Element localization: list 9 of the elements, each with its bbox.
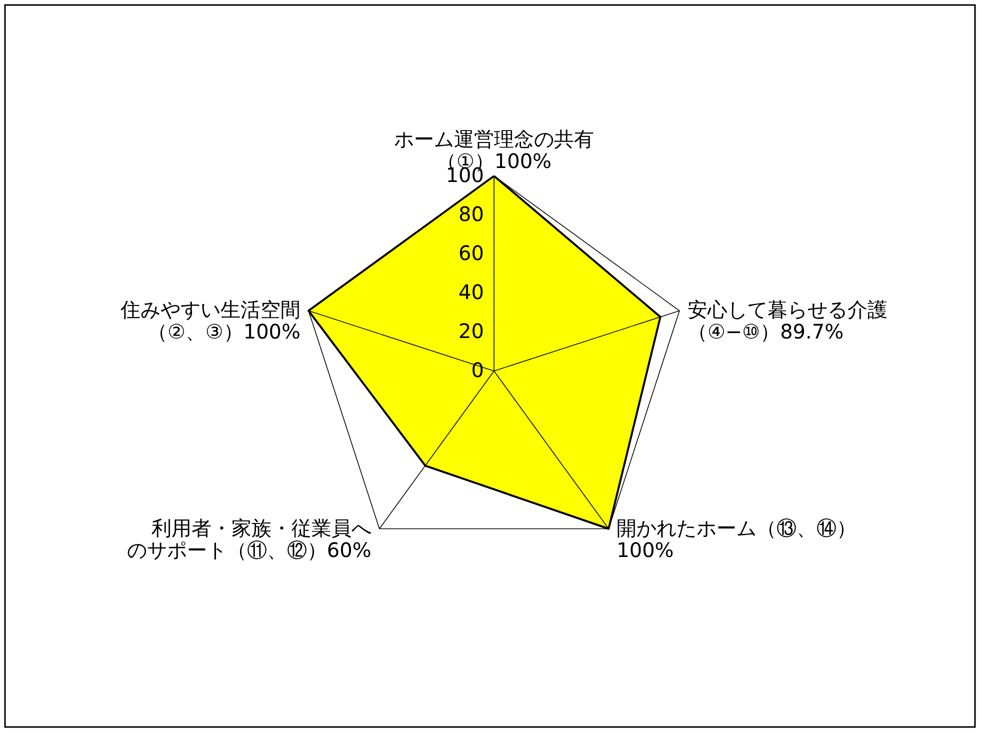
spoke-label: 安心して暮らせる介護（④−⑩）89.7% <box>687 298 888 344</box>
spoke-label: 住みやすい生活空間（②、③）100% <box>120 298 301 344</box>
y-tick-label: 0 <box>471 358 484 382</box>
spoke-label: 開かれたホーム（⑬、⑭）100% <box>616 516 857 562</box>
y-tick-label: 40 <box>458 280 484 304</box>
y-tick-label: 20 <box>458 319 484 343</box>
spoke-label: 利用者・家族・従業員へのサポート（⑪、⑫）60% <box>126 516 372 562</box>
y-tick-label: 80 <box>458 202 484 226</box>
y-tick-label: 60 <box>458 241 484 265</box>
